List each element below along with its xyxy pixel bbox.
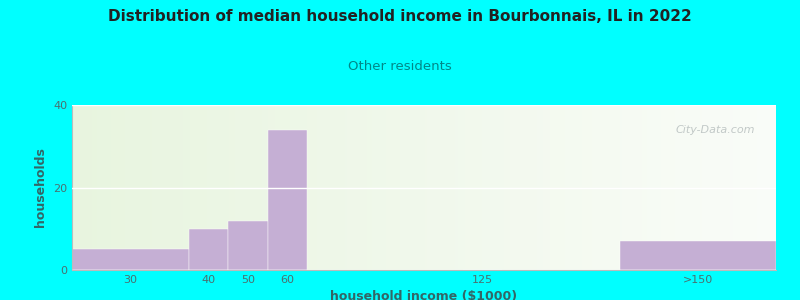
Bar xyxy=(267,130,306,270)
Text: Other residents: Other residents xyxy=(348,60,452,73)
Bar xyxy=(229,220,267,270)
Bar xyxy=(619,241,776,270)
X-axis label: household income ($1000): household income ($1000) xyxy=(330,290,518,300)
Text: Distribution of median household income in Bourbonnais, IL in 2022: Distribution of median household income … xyxy=(108,9,692,24)
Y-axis label: households: households xyxy=(34,148,47,227)
Bar xyxy=(190,229,229,270)
Text: City-Data.com: City-Data.com xyxy=(675,125,755,135)
Bar xyxy=(72,249,190,270)
